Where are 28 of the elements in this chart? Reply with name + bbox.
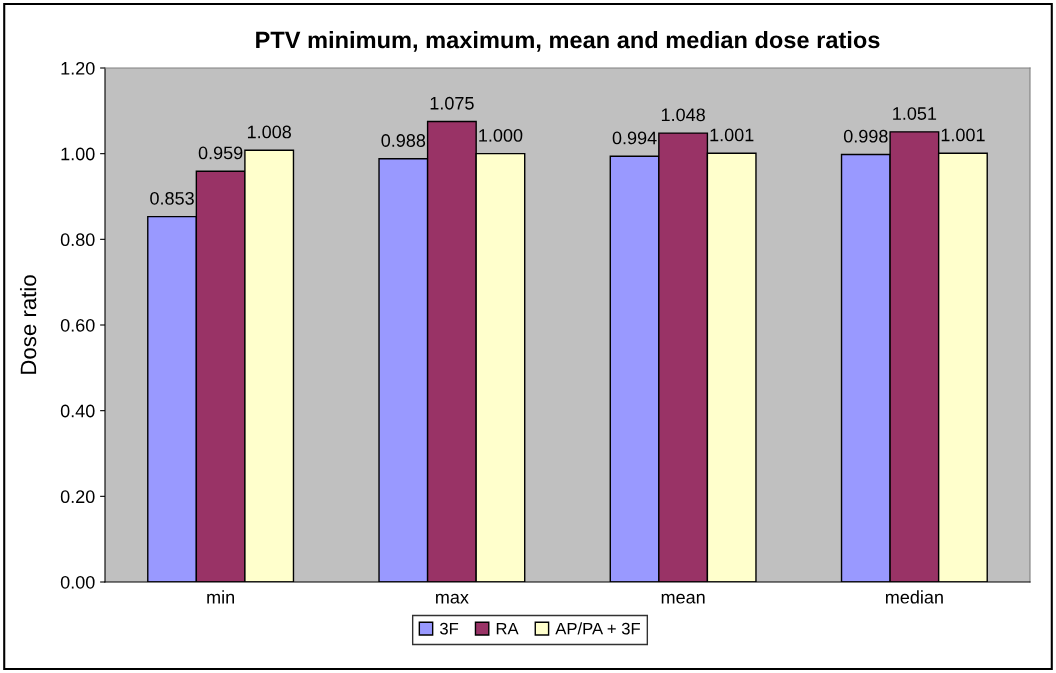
data-label: 1.001: [710, 128, 754, 142]
data-label: 1.001: [941, 128, 985, 142]
y-tick-label: 0.40: [60, 404, 95, 418]
data-label: 1.051: [893, 107, 937, 120]
x-tick-label: median: [885, 590, 943, 604]
y-tick-label: 1.20: [61, 61, 95, 75]
y-tick-label: 0.20: [60, 490, 95, 504]
data-label: 1.075: [430, 96, 474, 110]
data-label: 0.959: [198, 146, 243, 160]
data-label: 0.853: [150, 191, 194, 205]
x-tick-label: mean: [661, 593, 705, 604]
data-label: 1.008: [247, 125, 291, 139]
legend-label: RA: [496, 622, 519, 635]
x-tick-label: min: [207, 590, 234, 604]
y-tick-label: 0.00: [60, 575, 95, 589]
chart-title: PTV minimum, maximum, mean and median dose ratios: [256, 31, 880, 52]
data-label: 1.048: [661, 108, 705, 122]
x-tick-label: max: [436, 593, 469, 604]
legend-label: 3F: [439, 622, 459, 635]
legend-label: AP/PA + 3F: [555, 622, 640, 635]
data-label: 1.000: [479, 128, 523, 142]
y-tick-label: 1.00: [61, 147, 95, 161]
y-tick-label: 0.80: [60, 233, 95, 247]
data-label: 0.988: [381, 134, 426, 147]
data-label: 0.998: [843, 129, 888, 143]
y-tick-label: 0.60: [60, 318, 95, 332]
y-axis-title: Dose ratio: [19, 275, 37, 374]
data-label: 0.994: [612, 131, 657, 145]
